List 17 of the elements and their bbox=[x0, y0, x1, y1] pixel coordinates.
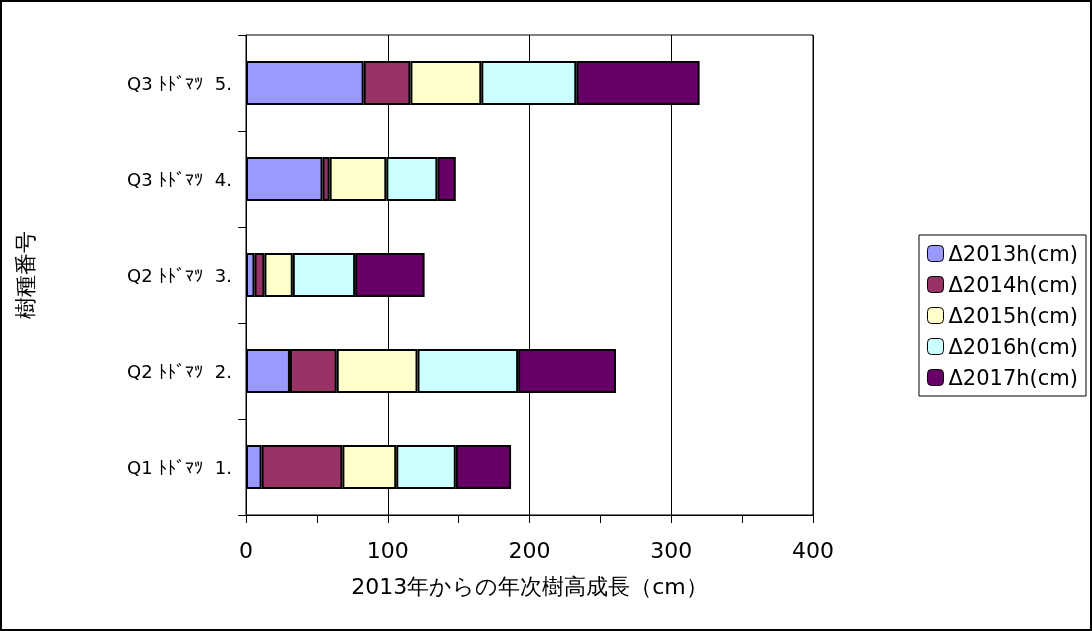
y-tick-label: Q2 ﾄﾄﾞﾏﾂ 2. bbox=[127, 360, 232, 382]
legend-label: Δ2016h(cm) bbox=[948, 334, 1079, 359]
legend-label: Δ2014h(cm) bbox=[948, 272, 1079, 297]
y-tick-label: Q2 ﾄﾄﾞﾏﾂ 3. bbox=[127, 264, 232, 286]
y-tick-label: Q1 ﾄﾄﾞﾏﾂ 1. bbox=[127, 456, 232, 478]
x-tick-label: 300 bbox=[650, 537, 693, 563]
y-tick-label: Q3 ﾄﾄﾞﾏﾂ 4. bbox=[127, 168, 232, 190]
legend-label: Δ2017h(cm) bbox=[948, 365, 1079, 390]
legend-label: Δ2015h(cm) bbox=[948, 303, 1079, 328]
x-axis-title: 2013年からの年次樹高成長（cm） bbox=[351, 573, 708, 599]
x-tick-label: 100 bbox=[366, 537, 409, 563]
y-axis-title: 樹種番号 bbox=[12, 231, 38, 319]
x-tick-label: 0 bbox=[239, 537, 253, 563]
legend-label: Δ2013h(cm) bbox=[948, 241, 1079, 266]
y-tick-label: Q3 ﾄﾄﾞﾏﾂ 5. bbox=[127, 72, 232, 94]
x-tick-label: 200 bbox=[508, 537, 551, 563]
x-tick-label: 400 bbox=[792, 537, 834, 563]
